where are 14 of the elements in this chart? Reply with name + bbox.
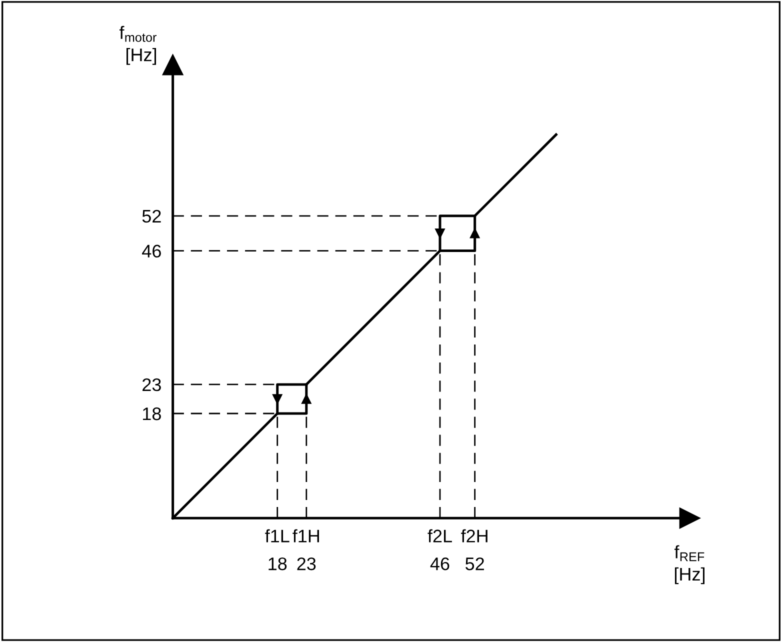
x-tick-label: 52 (466, 557, 484, 570)
y-tick-label: 46 (142, 244, 161, 258)
y-tick-label: 23 (142, 378, 161, 392)
y-tick-label: 52 (142, 210, 161, 223)
x-tick-label: 46 (430, 557, 450, 570)
annotation: f2H (461, 529, 488, 542)
annotation: f1L (265, 529, 290, 542)
annotation: f2L (428, 529, 452, 542)
x-tick-label: 18 (268, 557, 287, 570)
y-tick-label: 18 (143, 407, 161, 420)
y-axis-title: f$_{motor}$ [Hz] (119, 26, 156, 65)
x-axis-title: f$_{REF}$ [Hz] (674, 545, 704, 584)
annotation: f1H (292, 529, 319, 542)
x-tick-label: 23 (297, 557, 316, 570)
